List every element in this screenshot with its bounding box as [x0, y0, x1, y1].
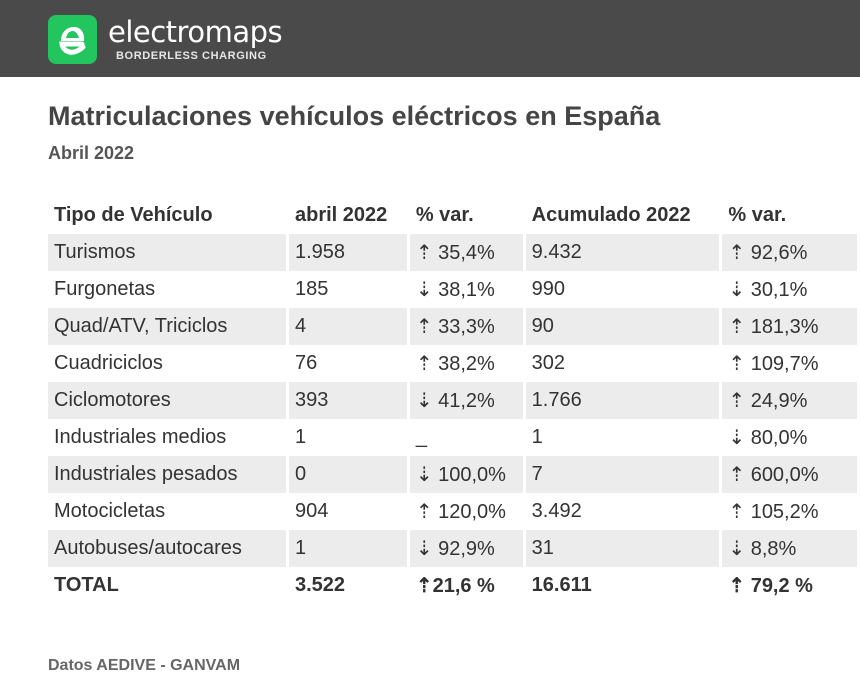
- table-row: Cuadriciclos 76 ⇡ 38,2% 302 ⇡ 109,7%: [48, 345, 860, 382]
- column-header-abril: abril 2022: [287, 197, 410, 234]
- cell-var-acum: ⇣ 30,1%: [720, 271, 860, 308]
- cell-abril: 185: [287, 271, 410, 308]
- cell-tipo: Autobuses/autocares: [48, 530, 289, 567]
- cell-tipo: Ciclomotores: [48, 382, 289, 419]
- column-header-var-acum: % var.: [720, 197, 860, 234]
- column-header-var-mes: % var.: [408, 197, 526, 234]
- cell-var-acum: ⇡ 24,9%: [720, 382, 860, 419]
- cell-var-acum: ⇡ 600,0%: [720, 456, 860, 493]
- table-row: Autobuses/autocares 1 ⇣ 92,9% 31 ⇣ 8,8%: [48, 530, 860, 567]
- cell-acumulado: 302: [524, 345, 723, 382]
- cell-acumulado: 31: [524, 530, 723, 567]
- cell-var-mes: ⇡ 120,0%: [408, 493, 526, 530]
- cell-tipo: Furgonetas: [48, 271, 289, 308]
- cell-tipo: Turismos: [48, 234, 289, 271]
- brand-name: electromaps: [108, 15, 283, 49]
- cell-var-acum: ⇡ 109,7%: [720, 345, 860, 382]
- cell-var-mes: ⇡ 33,3%: [408, 308, 526, 345]
- column-header-acumulado: Acumulado 2022: [524, 197, 723, 234]
- cell-var-acum: ⇣ 80,0%: [720, 419, 860, 456]
- cell-abril: 0: [287, 456, 410, 493]
- cell-var-mes: ⇣ 41,2%: [408, 382, 526, 419]
- cell-abril: 393: [287, 382, 410, 419]
- table-total-row: TOTAL 3.522 ⇡21,6 % 16.611 ⇡ 79,2 %: [48, 567, 860, 604]
- cell-var-acum: ⇣ 8,8%: [720, 530, 860, 567]
- electromaps-logo-icon: [48, 15, 97, 64]
- cell-tipo: Industriales pesados: [48, 456, 289, 493]
- total-acumulado: 16.611: [524, 567, 723, 604]
- table-row: Industriales medios 1 _ 1 ⇣ 80,0%: [48, 419, 860, 456]
- registrations-table: Tipo de Vehículo abril 2022 % var. Acumu…: [48, 197, 860, 604]
- cell-abril: 4: [287, 308, 410, 345]
- total-label: TOTAL: [48, 567, 289, 604]
- cell-acumulado: 3.492: [524, 493, 723, 530]
- column-header-tipo: Tipo de Vehículo: [48, 197, 289, 234]
- cell-acumulado: 1: [524, 419, 723, 456]
- cell-var-mes: ⇡ 38,2%: [408, 345, 526, 382]
- table-row: Furgonetas 185 ⇣ 38,1% 990 ⇣ 30,1%: [48, 271, 860, 308]
- cell-var-mes: ⇣ 92,9%: [408, 530, 526, 567]
- cell-abril: 1: [287, 530, 410, 567]
- cell-tipo: Motocicletas: [48, 493, 289, 530]
- cell-var-mes: ⇡ 35,4%: [408, 234, 526, 271]
- cell-abril: 1: [287, 419, 410, 456]
- cell-acumulado: 90: [524, 308, 723, 345]
- cell-tipo: Quad/ATV, Triciclos: [48, 308, 289, 345]
- total-abril: 3.522: [287, 567, 410, 604]
- cell-tipo: Cuadriciclos: [48, 345, 289, 382]
- table-row: Quad/ATV, Triciclos 4 ⇡ 33,3% 90 ⇡ 181,3…: [48, 308, 860, 345]
- table-row: Motocicletas 904 ⇡ 120,0% 3.492 ⇡ 105,2%: [48, 493, 860, 530]
- total-var-acum: ⇡ 79,2 %: [720, 567, 860, 604]
- cell-acumulado: 1.766: [524, 382, 723, 419]
- cell-var-mes: ⇣ 38,1%: [408, 271, 526, 308]
- total-var-mes: ⇡21,6 %: [408, 567, 526, 604]
- table-row: Ciclomotores 393 ⇣ 41,2% 1.766 ⇡ 24,9%: [48, 382, 860, 419]
- table-row: Industriales pesados 0 ⇣ 100,0% 7 ⇡ 600,…: [48, 456, 860, 493]
- cell-acumulado: 7: [524, 456, 723, 493]
- table-header-row: Tipo de Vehículo abril 2022 % var. Acumu…: [48, 197, 860, 234]
- cell-tipo: Industriales medios: [48, 419, 289, 456]
- cell-abril: 76: [287, 345, 410, 382]
- brand-tagline: BORDERLESS CHARGING: [116, 50, 267, 62]
- header-bar: electromaps BORDERLESS CHARGING: [0, 0, 860, 77]
- cell-var-mes: _: [408, 419, 526, 456]
- cell-var-mes: ⇣ 100,0%: [408, 456, 526, 493]
- cell-var-acum: ⇡ 92,6%: [720, 234, 860, 271]
- table-row: Turismos 1.958 ⇡ 35,4% 9.432 ⇡ 92,6%: [48, 234, 860, 271]
- cell-acumulado: 9.432: [524, 234, 723, 271]
- page-title: Matriculaciones vehículos eléctricos en …: [48, 101, 661, 131]
- cell-abril: 904: [287, 493, 410, 530]
- cell-var-acum: ⇡ 105,2%: [720, 493, 860, 530]
- cell-abril: 1.958: [287, 234, 410, 271]
- cell-var-acum: ⇡ 181,3%: [720, 308, 860, 345]
- cell-acumulado: 990: [524, 271, 723, 308]
- source-note: Datos AEDIVE - GANVAM: [48, 657, 241, 674]
- page-subtitle: Abril 2022: [48, 143, 135, 163]
